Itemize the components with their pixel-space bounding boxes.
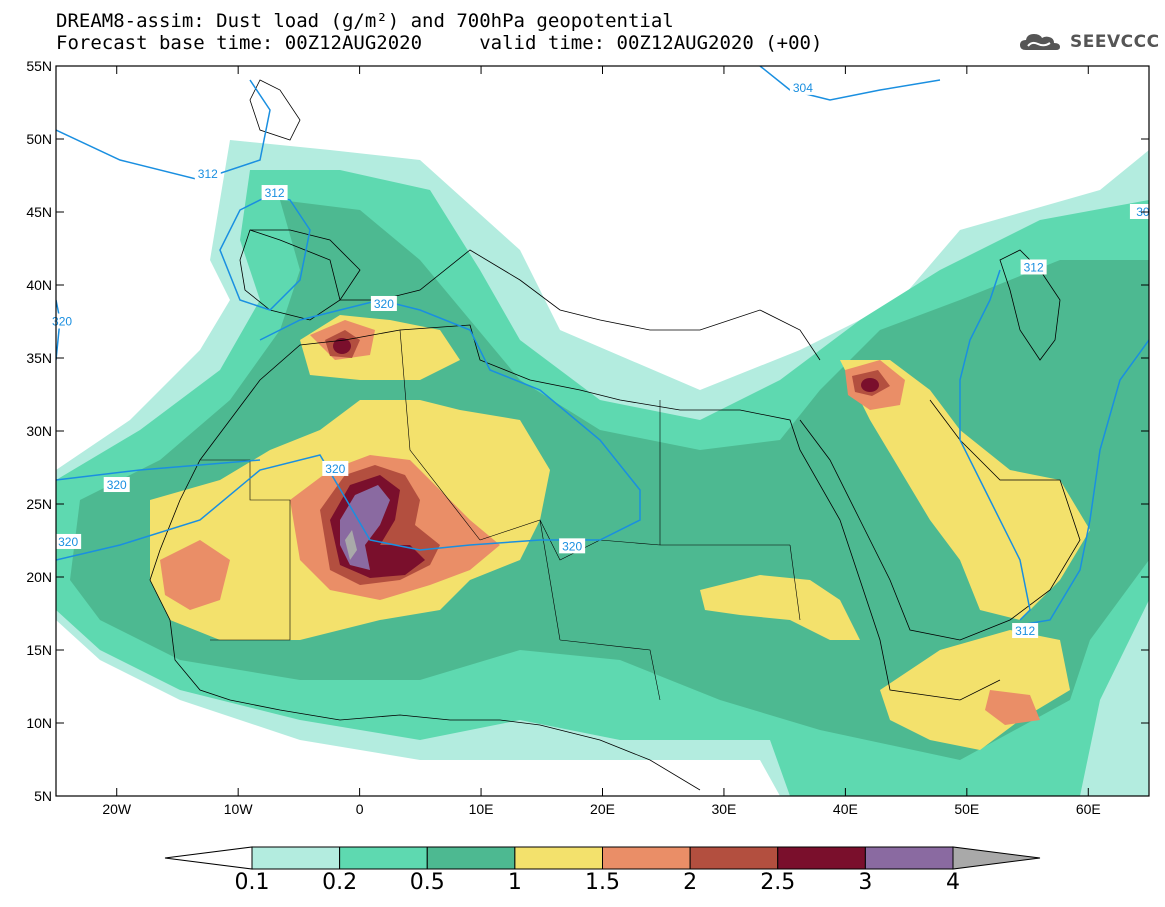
colorbar-segment: [339, 846, 428, 870]
contour-304: [759, 66, 941, 101]
colorbar-tick-label: 0.5: [410, 870, 445, 895]
dust-level-1.5-horn: [985, 690, 1040, 725]
lat-label: 15N: [26, 642, 52, 658]
dust-level-1.5-west: [160, 540, 230, 610]
dust-level-3-north: [333, 338, 351, 354]
contour-label: 320: [107, 478, 127, 492]
lon-label: 20W: [102, 801, 132, 817]
coastline-iberia: [239, 229, 361, 321]
lat-label: 30N: [26, 423, 52, 439]
lat-label: 5N: [34, 788, 52, 804]
colorbar-tick-label: 3: [858, 870, 872, 895]
contour-label: 320: [374, 297, 394, 311]
coastlines: [149, 79, 1081, 791]
contour-label: 320: [52, 315, 72, 329]
contour-label: 320: [58, 535, 78, 549]
colorbar-overflow: [952, 846, 1041, 870]
coastline-uk: [249, 79, 301, 141]
lon-label: 40E: [833, 801, 858, 817]
lat-label: 20N: [26, 569, 52, 585]
coastline-west-africa: [149, 339, 701, 791]
longitude-axis: 20W 10W 0 10E 20E 30E 40E 50E 60E: [102, 66, 1101, 817]
latitude-axis: 55N 50N 45N 40N 35N 30N 25N 20N 15N 10N 5N: [26, 58, 1149, 804]
coastline-europe: [249, 229, 821, 361]
contour-label-bg: [789, 79, 816, 95]
colorbar-underflow: [164, 846, 253, 870]
lon-label: 20E: [590, 801, 615, 817]
lon-label: 30E: [711, 801, 736, 817]
colorbar-segment: [777, 846, 866, 870]
contour-label-bg: [103, 477, 130, 493]
lat-label: 55N: [26, 58, 52, 74]
contour-label-bg: [55, 533, 82, 549]
logo-text: SEEVCCC: [1070, 32, 1160, 52]
contour-label-bg: [194, 166, 221, 182]
colorbar: 0.1 0.2 0.5 1 1.5 2 2.5 3 4: [164, 846, 1041, 895]
lat-label: 10N: [26, 715, 52, 731]
contour-312-north: [56, 79, 271, 181]
lon-label: 50E: [954, 801, 979, 817]
lat-label: 25N: [26, 496, 52, 512]
dust-field: [56, 66, 1149, 796]
lon-label: 10W: [224, 801, 254, 817]
contour-label-bg: [1012, 623, 1039, 639]
lon-label: 60E: [1076, 801, 1101, 817]
colorbar-tick-label: 2.5: [760, 870, 795, 895]
contour-312-southeast: [1019, 339, 1149, 626]
contour-label: 312: [265, 186, 285, 200]
contour-label-bg: [1020, 259, 1047, 275]
contour-320-west: [56, 459, 261, 481]
contour-label: 312: [1015, 624, 1035, 638]
cloud-icon: [1020, 34, 1060, 50]
colorbar-segment: [426, 846, 516, 870]
colorbar-tick-label: 2: [683, 870, 697, 895]
dust-level-1-arabia: [840, 360, 1090, 620]
colorbar-tick-label: 0.1: [235, 870, 270, 895]
contour-312-west: [219, 194, 311, 311]
contour-label-bg: [370, 295, 397, 311]
colorbar-segment: [602, 846, 691, 870]
colorbar-tick-label: 1.5: [585, 870, 620, 895]
contour-label-bg: [261, 185, 288, 201]
lat-label: 45N: [26, 204, 52, 220]
colorbar-segment: [864, 846, 954, 870]
contour-label: 312: [198, 167, 218, 181]
colorbar-tick-label: 1: [508, 870, 522, 895]
colorbar-segment: [689, 846, 779, 870]
dust-level-1-horn: [880, 630, 1070, 750]
coastline-arabia: [799, 399, 1081, 641]
lat-label: 40N: [26, 277, 52, 293]
lat-label: 35N: [26, 350, 52, 366]
seevccc-logo: SEEVCCC: [1018, 30, 1160, 54]
contour-label: 320: [325, 462, 345, 476]
contour-label-bg: [322, 460, 349, 476]
dust-level-max: [345, 530, 357, 560]
forecast-time-label: Forecast base time: 00Z12AUG2020 valid t…: [56, 32, 823, 54]
lon-label: 0: [356, 801, 364, 817]
lat-label: 50N: [26, 131, 52, 147]
contour-312-east: [959, 269, 1031, 621]
contour-label-bg: [559, 538, 586, 554]
coastline-north-africa: [344, 324, 1001, 701]
contour-label: 304: [793, 81, 813, 95]
dust-level-3-meso: [861, 378, 879, 392]
colorbar-segment: [251, 846, 341, 870]
dust-level-1-sahel: [700, 575, 860, 640]
colorbar-tick-label: 4: [946, 870, 960, 895]
colorbar-segment: [514, 846, 603, 870]
contour-label: 320: [562, 539, 582, 553]
contour-label: 312: [1024, 260, 1044, 274]
lon-label: 10E: [469, 801, 494, 817]
map-title: DREAM8-assim: Dust load (g/m²) and 700hP…: [56, 10, 674, 32]
coastline-caspian: [999, 249, 1061, 361]
colorbar-tick-label: 0.2: [322, 870, 357, 895]
border-lines: [200, 329, 801, 701]
